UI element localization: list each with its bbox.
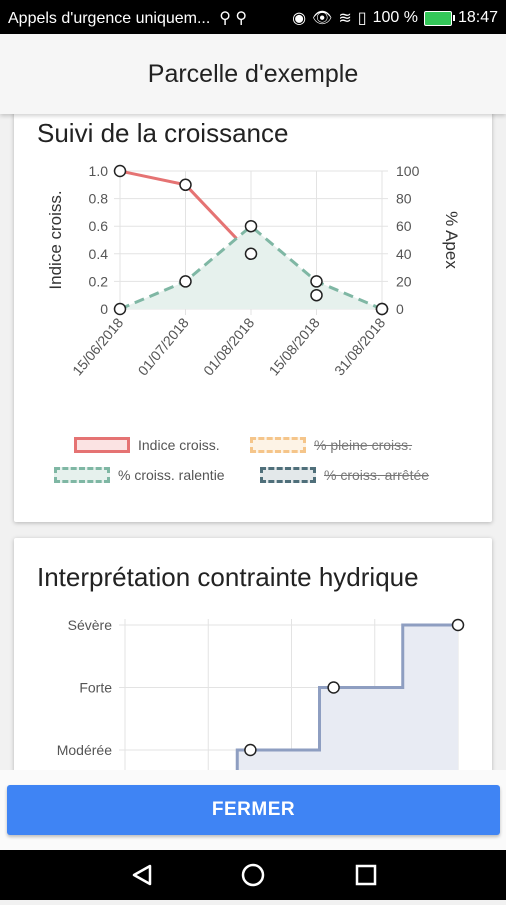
x-tick-label: 15/06/2018 [69,314,126,378]
data-point [179,178,192,192]
data-point [375,302,389,316]
growth-chart: 0 0.2 0.4 0.6 0.8 1.0 0 20 40 60 80 100 Indice crois… [46,163,461,379]
status-carrier: Appels d'urgence uniquem... ⚲ ⚲ [8,8,247,28]
x-tick-label: 01/08/2018 [200,314,257,378]
location-icon: ◉ [292,10,307,27]
data-point [451,618,465,632]
x-tick-label: 31/08/2018 [331,314,388,378]
carrier-text: Appels d'urgence uniquem... [8,10,211,27]
legend-swatch [54,467,110,483]
sim-icon: ▯ [357,10,367,27]
legend-item[interactable]: % pleine croiss. [250,437,412,453]
legend-swatch [74,437,130,453]
wifi-icon: ≋ [338,10,352,27]
step-area [237,625,458,770]
y-tick-label: 0.4 [89,246,109,262]
y2-tick-label: 0 [396,301,404,317]
y-tick-label: Modérée [57,742,112,758]
legend-label: % croiss. arrêtée [324,467,430,483]
x-tick-label: 01/07/2018 [134,314,191,378]
data-point [244,743,257,757]
data-point [310,275,323,288]
data-point [113,164,127,178]
footer: FERMER [0,770,506,850]
y-tick-label: 0 [100,301,108,317]
water-stress-card: Interprétation contrainte hydrique Modér… [14,538,492,770]
growth-card: Suivi de la croissance 0 0.2 0.4 0.6 0.8 1.0 0… [14,114,492,522]
legend-item[interactable]: % croiss. arrêtée [260,467,429,483]
x-tick-label: 15/08/2018 [265,314,322,378]
data-point [310,288,323,302]
y-tick-label: 0.8 [89,191,109,207]
content-scroll[interactable]: Suivi de la croissance 0 0.2 0.4 0.6 0.8 1.0 0… [0,114,506,770]
legend-swatch [250,437,306,453]
usb-icon: ⚲ ⚲ [214,10,248,27]
water-stress-chart: Modérée Forte Sévère [57,617,465,770]
home-icon[interactable] [241,863,265,887]
y-tick-label: Sévère [68,617,113,633]
data-point [327,681,340,694]
y2-tick-label: 80 [396,191,412,207]
y2-tick-label: 40 [396,246,412,262]
app-bar: Parcelle d'exemple [0,34,506,114]
legend-label: Indice croiss. [138,437,220,453]
y-tick-label: Forte [79,680,112,696]
data-point [244,247,258,261]
growth-card-title: Suivi de la croissance [37,118,289,148]
data-point [179,275,192,288]
y-tick-label: 0.2 [89,273,109,289]
clock: 18:47 [457,9,498,26]
data-point [113,302,127,316]
battery-percent: 100 % [372,9,418,26]
legend-swatch [260,467,316,483]
y-tick-label: 1.0 [89,163,109,179]
eye-icon: 👁 [312,10,333,27]
y2-tick-label: 60 [396,218,412,234]
water-stress-card-title: Interprétation contrainte hydrique [37,562,419,592]
y-tick-label: 0.6 [89,218,109,234]
y-axis-title: Indice croiss. [46,190,65,289]
y2-tick-label: 20 [396,273,412,289]
recents-icon[interactable] [355,864,377,886]
page-title: Parcelle d'exemple [147,59,359,88]
series-area [120,226,382,309]
close-button[interactable]: FERMER [7,785,500,835]
nav-bar-icons [132,863,377,887]
data-point [244,219,258,233]
status-icons: ◉ 👁 ≋ ▯ 100 % 18:47 [292,8,498,28]
back-icon[interactable] [132,864,152,886]
y2-tick-label: 100 [396,163,420,179]
legend-item[interactable]: Indice croiss. [74,437,220,453]
nav-bar [0,850,506,900]
battery-icon [423,10,455,26]
status-bar: Appels d'urgence uniquem... ⚲ ⚲ ◉ 👁 ≋ ▯ … [0,0,506,34]
legend-item[interactable]: % croiss. ralentie [54,467,225,483]
legend-label: % croiss. ralentie [118,467,225,483]
legend-label: % pleine croiss. [314,437,413,453]
step-line [235,623,458,770]
y2-axis-title: % Apex [442,211,461,269]
